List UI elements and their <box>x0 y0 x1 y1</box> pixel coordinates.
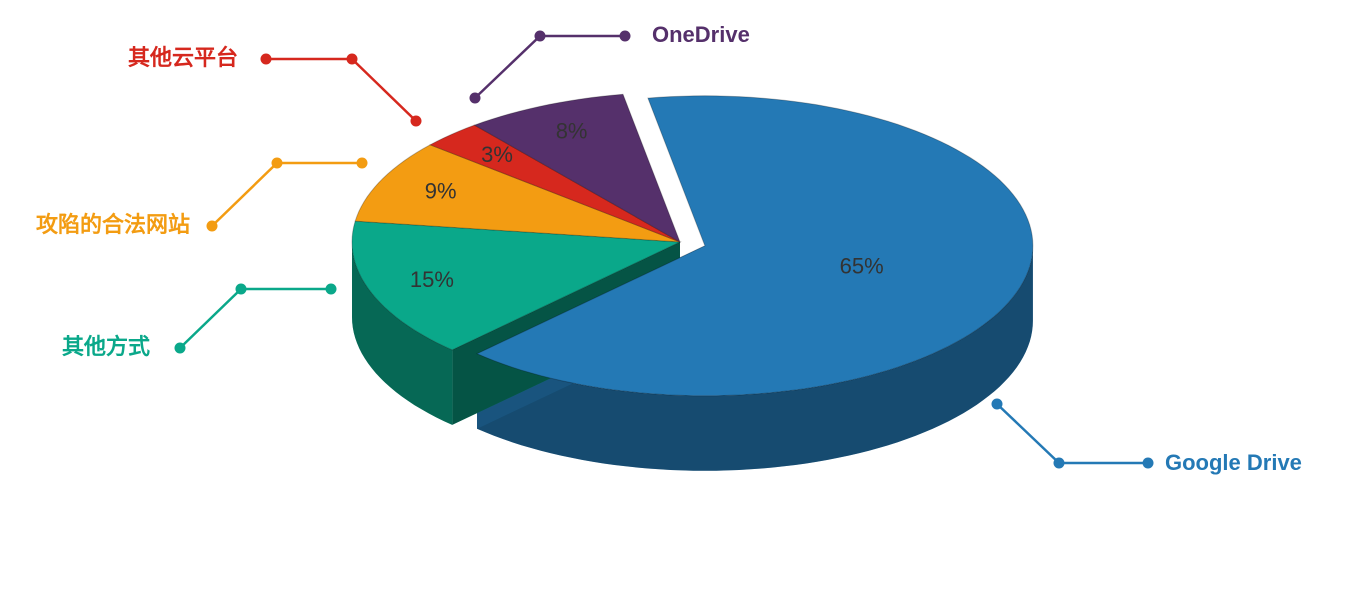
leader-dot <box>410 115 422 127</box>
slice <box>354 144 681 243</box>
value-label: 8% <box>556 119 588 144</box>
leader-line <box>266 57 417 122</box>
leader-dot <box>619 30 631 42</box>
value-label: 9% <box>425 179 457 204</box>
leader-dot <box>260 53 272 65</box>
leader-dot <box>534 30 546 42</box>
leader-dot <box>235 283 247 295</box>
category-label: 攻陷的合法网站 <box>36 212 190 237</box>
value-label: 65% <box>840 254 884 279</box>
leader-line <box>179 287 331 349</box>
leader-dot <box>271 157 283 169</box>
value-label: 3% <box>481 142 513 167</box>
category-label: 其他方式 <box>62 334 150 359</box>
slice-side <box>477 245 1033 471</box>
value-label: 15% <box>410 267 454 292</box>
slice <box>351 220 682 351</box>
leader-dot <box>206 220 218 232</box>
slice <box>428 124 681 243</box>
category-label: OneDrive <box>652 22 750 47</box>
leader-line <box>211 161 362 227</box>
slice <box>473 93 681 244</box>
leader-line <box>474 34 625 99</box>
leader-dot <box>1142 457 1154 469</box>
leader-dot <box>991 398 1003 410</box>
leader-line <box>996 403 1148 465</box>
slice-side <box>352 242 453 425</box>
leader-dot <box>325 283 337 295</box>
category-label: Google Drive <box>1165 450 1302 475</box>
slice-side-shade <box>477 245 1033 471</box>
leader-dot <box>469 92 481 104</box>
leader-dot <box>346 53 358 65</box>
leader-dot <box>1053 457 1065 469</box>
category-label: 其他云平台 <box>128 45 238 70</box>
slice-side-shade <box>352 242 453 425</box>
leader-dot <box>174 342 186 354</box>
slice <box>475 95 1034 397</box>
leader-dot <box>356 157 368 169</box>
